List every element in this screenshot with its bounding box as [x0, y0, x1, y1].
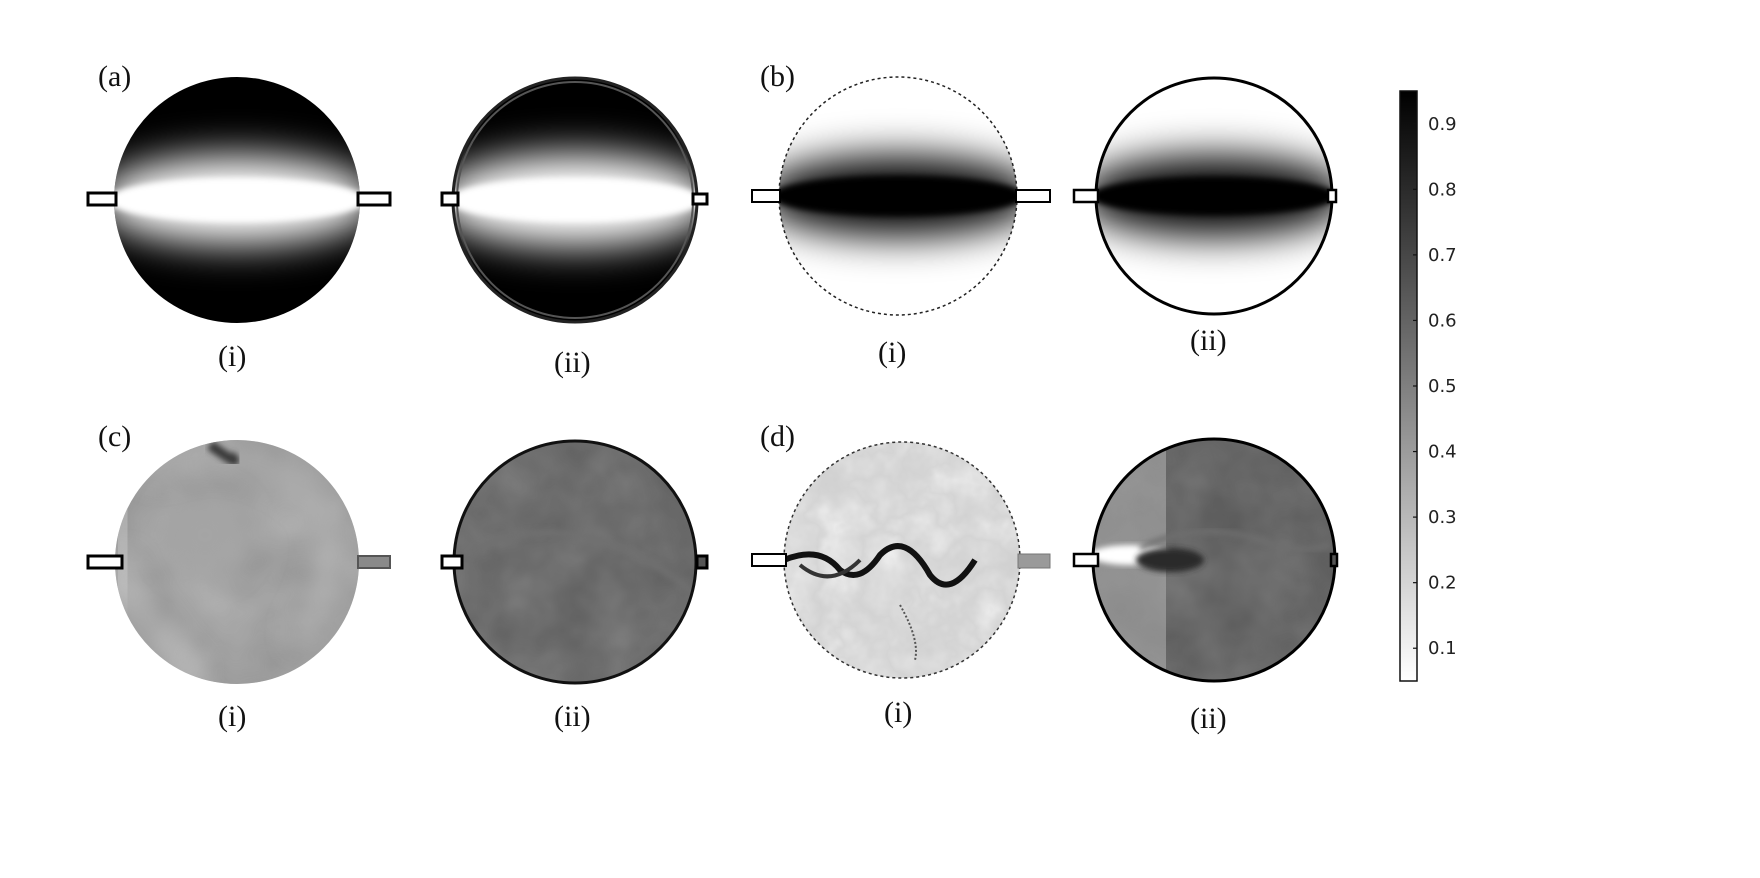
panel-label-a: (a)	[98, 60, 131, 93]
subplot-label-c-ii: (ii)	[554, 700, 591, 733]
subplot-d-i	[751, 441, 1051, 679]
panel-label-c: (c)	[98, 420, 131, 453]
colorbar-tick-label: 0.8	[1428, 179, 1457, 200]
subplot-b-i	[751, 76, 1051, 316]
subplot-label-b-ii: (ii)	[1190, 324, 1227, 357]
panel-label-d: (d)	[760, 420, 795, 453]
subplot-a-ii	[440, 76, 709, 324]
colorbar-ticks: 0.9 0.8 0.7 0.6 0.5 0.4 0.3 0.2 0.1	[1413, 114, 1457, 659]
colorbar-tick-label: 0.4	[1428, 442, 1457, 463]
colorbar-tick-label: 0.3	[1428, 507, 1457, 528]
subplot-a-i	[86, 77, 392, 323]
subplot-label-b-i: (i)	[878, 336, 906, 369]
colorbar: 0.9 0.8 0.7 0.6 0.5 0.4 0.3 0.2 0.1	[1399, 90, 1457, 682]
colorbar-tick-label: 0.7	[1428, 245, 1457, 266]
colorbar-tick-label: 0.2	[1428, 573, 1457, 594]
subplot-label-a-ii: (ii)	[554, 346, 591, 379]
subplot-b-ii	[1072, 76, 1338, 316]
subplot-c-i	[86, 440, 391, 684]
subplot-label-d-ii: (ii)	[1190, 702, 1227, 735]
panel-label-b: (b)	[760, 60, 795, 93]
subplot-label-a-i: (i)	[218, 340, 246, 373]
colorbar-tick-label: 0.6	[1428, 310, 1457, 331]
colorbar-tick-label: 0.5	[1428, 376, 1457, 397]
subplot-label-c-i: (i)	[218, 700, 246, 733]
colorbar-tick-label: 0.9	[1428, 114, 1457, 135]
subplot-label-d-i: (i)	[884, 696, 912, 729]
subplot-c-ii	[440, 439, 709, 685]
subplot-d-ii	[1072, 437, 1339, 683]
colorbar-tick-label: 0.1	[1428, 638, 1457, 659]
